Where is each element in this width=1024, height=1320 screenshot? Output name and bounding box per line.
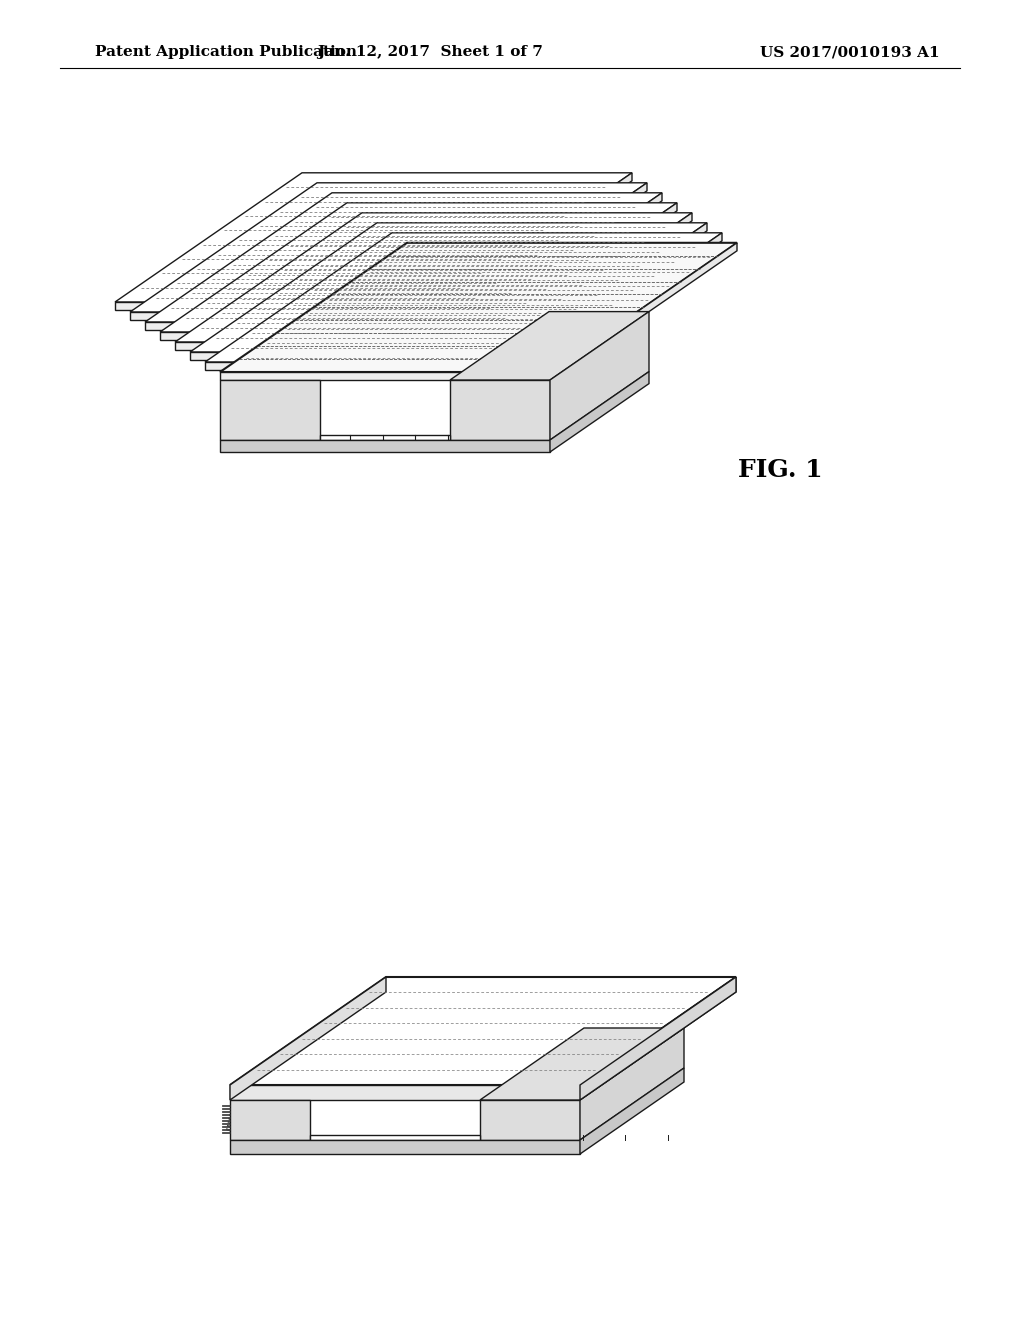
Polygon shape [175, 213, 692, 342]
Text: Jan. 12, 2017  Sheet 1 of 7: Jan. 12, 2017 Sheet 1 of 7 [317, 45, 543, 59]
Polygon shape [220, 372, 550, 380]
Polygon shape [580, 1068, 684, 1154]
Polygon shape [130, 182, 647, 312]
Polygon shape [226, 1129, 232, 1131]
Polygon shape [232, 1104, 238, 1107]
Polygon shape [230, 1085, 580, 1100]
Polygon shape [480, 1028, 684, 1100]
Polygon shape [230, 977, 386, 1100]
Text: US 2017/0010193 A1: US 2017/0010193 A1 [760, 45, 940, 59]
Polygon shape [460, 182, 647, 319]
Polygon shape [231, 1107, 237, 1110]
Polygon shape [475, 193, 662, 330]
Polygon shape [520, 223, 707, 360]
Polygon shape [115, 173, 632, 302]
Polygon shape [160, 333, 490, 341]
Polygon shape [145, 193, 662, 322]
Polygon shape [228, 1118, 234, 1121]
Text: Patent Application Publication: Patent Application Publication [95, 45, 357, 59]
Polygon shape [310, 1135, 480, 1140]
Polygon shape [480, 1100, 580, 1140]
Polygon shape [205, 232, 722, 362]
Polygon shape [220, 380, 319, 440]
Polygon shape [145, 322, 475, 330]
Polygon shape [230, 1140, 580, 1154]
Polygon shape [220, 243, 737, 372]
Polygon shape [450, 312, 649, 380]
Polygon shape [580, 1028, 684, 1140]
Polygon shape [230, 1100, 310, 1140]
Polygon shape [205, 362, 535, 370]
Polygon shape [130, 312, 460, 319]
Polygon shape [450, 380, 550, 440]
Polygon shape [230, 1111, 236, 1114]
Polygon shape [228, 1122, 233, 1125]
Polygon shape [190, 223, 707, 352]
Text: FIG. 1: FIG. 1 [737, 458, 822, 482]
Polygon shape [232, 1101, 239, 1104]
Polygon shape [190, 352, 520, 360]
Polygon shape [220, 440, 550, 451]
Polygon shape [580, 977, 736, 1100]
Polygon shape [319, 436, 450, 440]
Polygon shape [115, 302, 445, 310]
Polygon shape [445, 173, 632, 310]
Polygon shape [230, 977, 736, 1085]
Polygon shape [535, 232, 722, 370]
Polygon shape [550, 372, 649, 451]
Polygon shape [227, 1125, 232, 1129]
Polygon shape [175, 342, 505, 350]
Polygon shape [550, 243, 737, 380]
Polygon shape [580, 977, 736, 1100]
Polygon shape [233, 1097, 239, 1100]
Polygon shape [160, 203, 677, 333]
Polygon shape [550, 312, 649, 440]
Polygon shape [490, 203, 677, 341]
Polygon shape [505, 213, 692, 350]
Polygon shape [229, 1114, 236, 1118]
